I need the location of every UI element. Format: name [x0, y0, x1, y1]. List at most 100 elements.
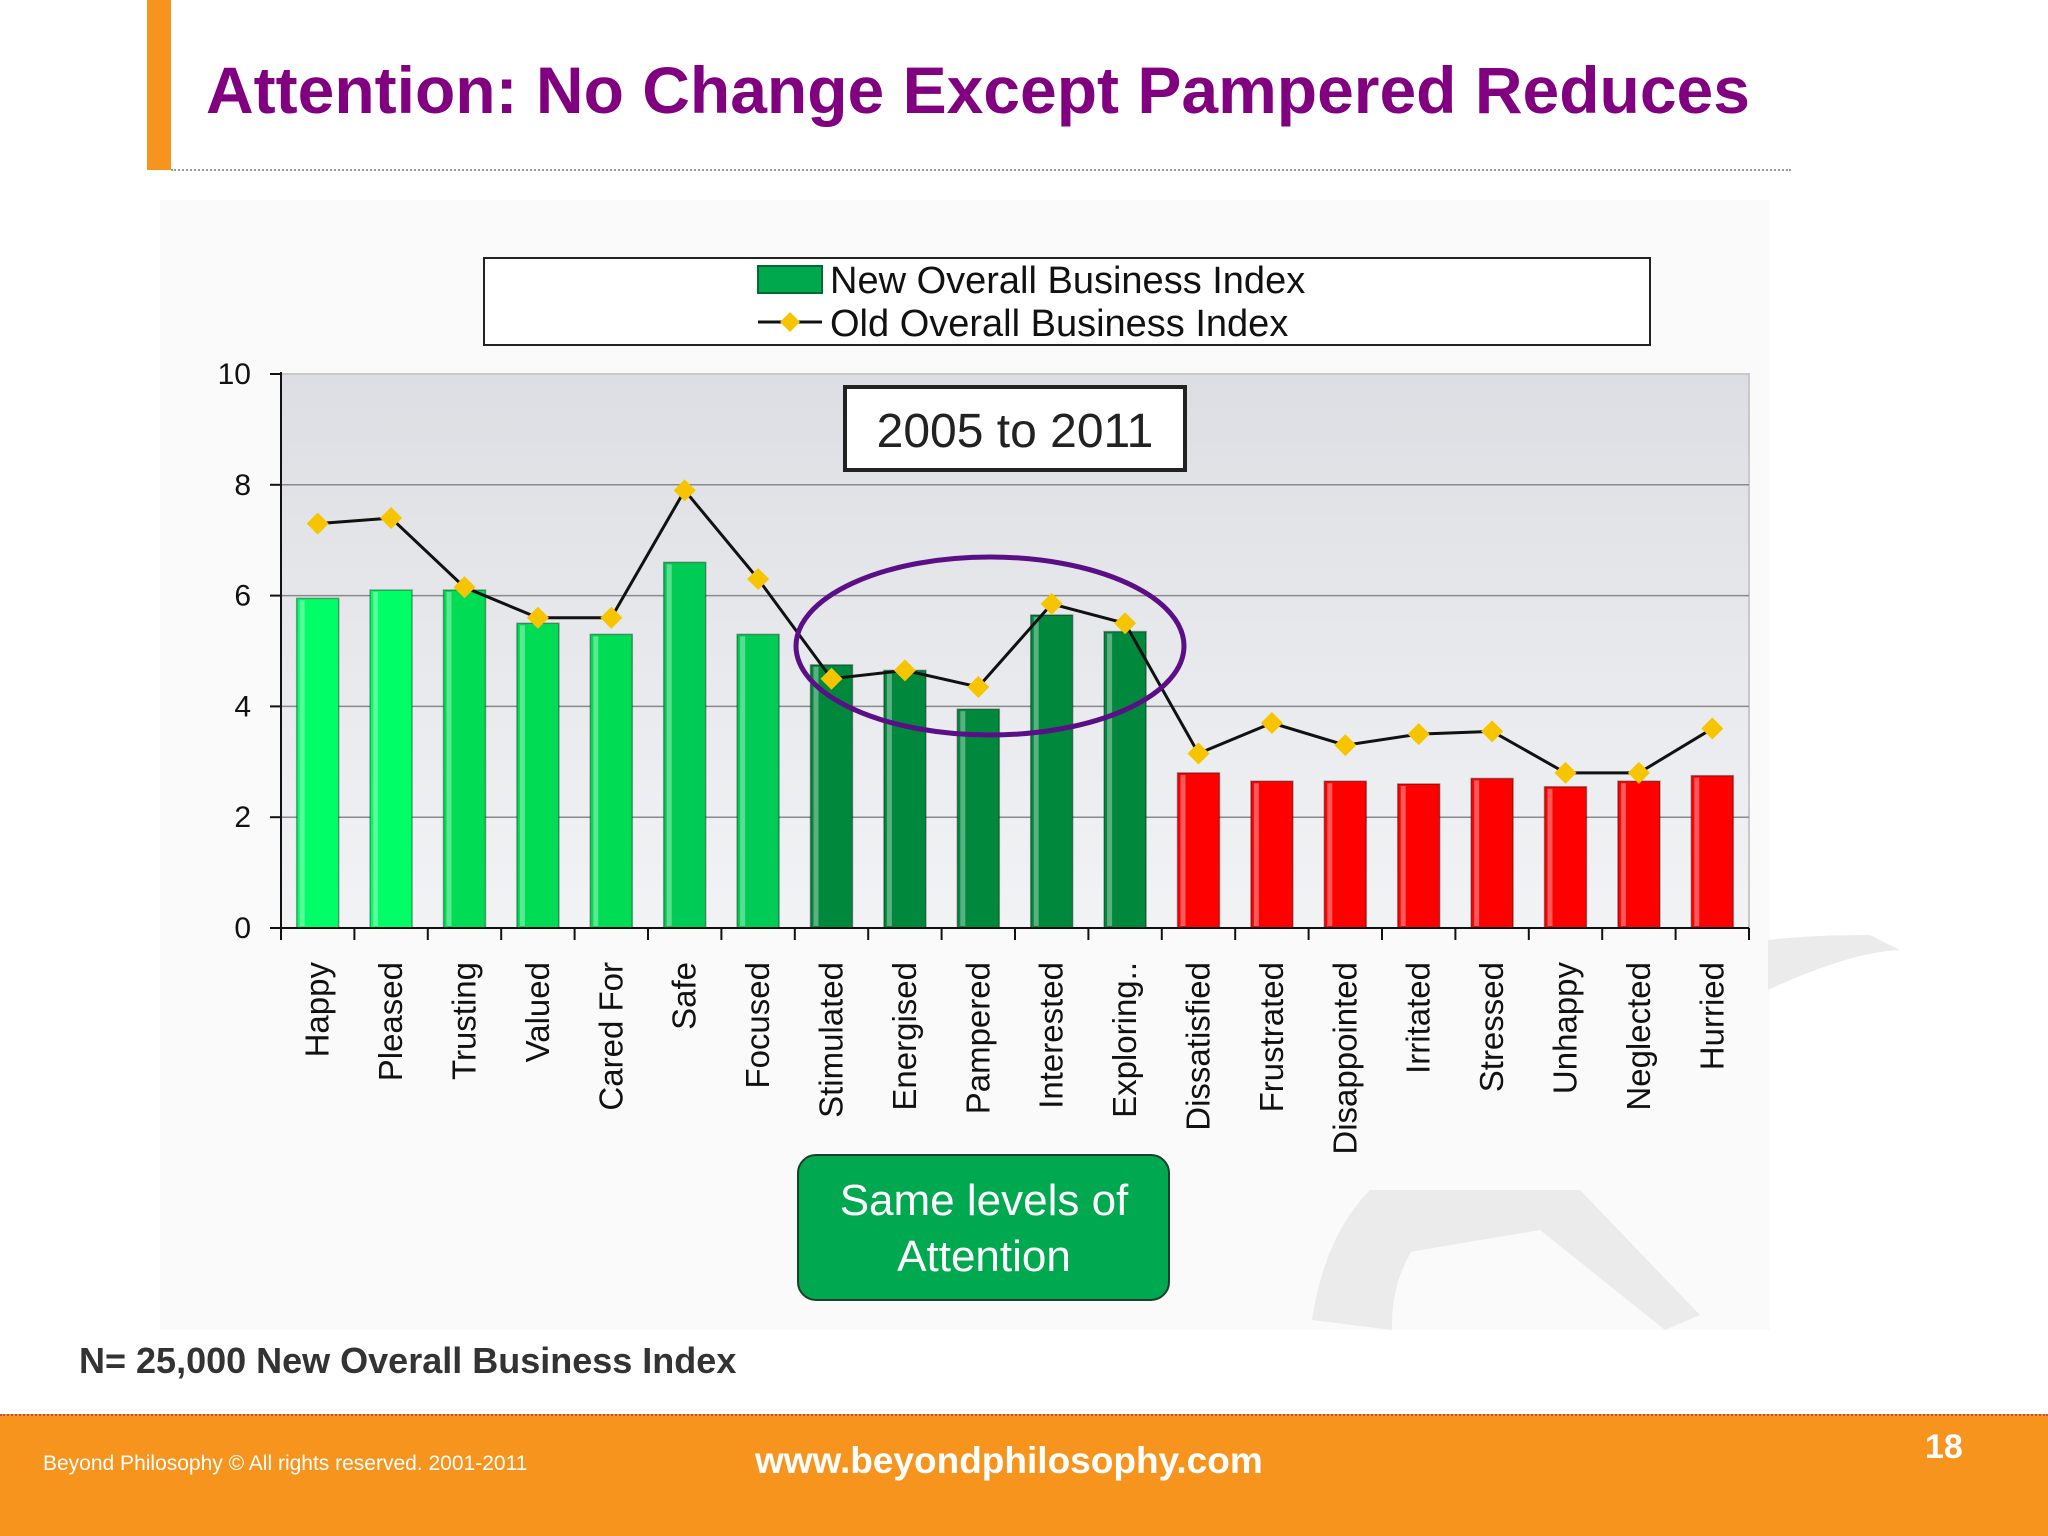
legend-swatch-new	[757, 265, 823, 294]
bar-highlight	[666, 564, 672, 926]
legend-swatch-old-marker	[780, 312, 800, 332]
bar-highlight	[299, 600, 305, 926]
bar-highlight	[446, 592, 452, 926]
old-index-marker	[893, 659, 916, 682]
old-index-marker	[1407, 723, 1430, 746]
x-tick-label: Pleased	[372, 962, 409, 1081]
old-index-marker	[747, 567, 770, 590]
bar-frustrated	[1250, 780, 1294, 929]
old-index-marker	[967, 676, 990, 699]
old-index-marker	[1481, 720, 1504, 743]
bar-highlight	[373, 592, 379, 926]
bar-highlight	[886, 672, 892, 926]
old-index-marker	[1114, 612, 1137, 635]
bar-highlight	[1107, 633, 1113, 926]
bar-hurried	[1690, 774, 1735, 929]
y-tick-label: 6	[234, 580, 251, 613]
bar-highlight	[1033, 616, 1039, 926]
bar-highlight	[1474, 780, 1480, 926]
callout-text-line-2: Attention	[897, 1232, 1071, 1281]
x-tick-label: Unhappy	[1547, 962, 1584, 1095]
bar-highlight	[1253, 783, 1259, 926]
bar-stressed	[1470, 777, 1514, 929]
x-tick-label: Dissatisfied	[1180, 962, 1217, 1131]
legend-label-old: Old Overall Business Index	[830, 303, 1288, 345]
x-tick-label: Stimulated	[813, 962, 850, 1118]
legend: New Overall Business Index Old Overall B…	[483, 257, 1651, 346]
x-tick-label: Stressed	[1473, 962, 1510, 1092]
x-tick-label: Neglected	[1620, 962, 1657, 1111]
period-label: 2005 to 2011	[877, 405, 1154, 458]
y-tick-label: 0	[234, 912, 251, 945]
copyright-text: Beyond Philosophy © All rights reserved.…	[43, 1452, 528, 1475]
bar-line-chart: 0 2 4 6 8 10 Happy Pleased Trusting Valued Cared F…	[218, 257, 1750, 1301]
old-index-marker	[306, 512, 329, 535]
y-tick-label: 2	[234, 801, 251, 834]
x-tick-label: Frustrated	[1253, 962, 1290, 1112]
x-tick-label: Hurried	[1693, 962, 1730, 1070]
old-index-marker	[1627, 761, 1650, 784]
bar-highlight	[1180, 774, 1186, 926]
x-tick-label: Cared For	[592, 962, 629, 1111]
x-tick-label: Happy	[299, 962, 336, 1058]
bar-disappointed	[1323, 780, 1368, 929]
bar-energised	[883, 669, 927, 929]
bar-pampered	[956, 708, 1001, 929]
website-link[interactable]: www.beyondphilosophy.com	[755, 1440, 1263, 1481]
bar-highlight	[813, 666, 819, 926]
x-tick-label: Interested	[1033, 962, 1070, 1109]
old-index-marker	[1334, 734, 1357, 757]
bar-stimulated	[809, 664, 854, 929]
x-tick-label: Irritated	[1400, 962, 1437, 1074]
bar-highlight	[1400, 785, 1406, 926]
old-index-marker	[600, 606, 623, 629]
bar-highlight	[740, 636, 746, 926]
bar-highlight	[1327, 783, 1333, 926]
bar-highlight	[1694, 777, 1700, 926]
x-tick-label: Focused	[739, 962, 776, 1089]
old-index-marker	[1554, 761, 1577, 784]
old-index-marker	[526, 606, 549, 629]
x-tick-label: Valued	[519, 962, 556, 1062]
period-label-box: 2005 to 2011	[843, 385, 1187, 472]
y-tick-label: 4	[234, 690, 251, 723]
bar-highlight	[593, 636, 599, 926]
old-index-marker	[1040, 592, 1063, 615]
y-tick-label: 10	[218, 358, 251, 391]
callout-box: Same levels of Attention	[797, 1154, 1170, 1301]
bar-highlight	[1620, 783, 1626, 926]
old-index-line	[317, 487, 1714, 775]
old-index-marker	[453, 576, 476, 599]
bar-highlight	[1547, 788, 1553, 926]
bar-highlight	[519, 625, 525, 926]
logo-watermark	[1312, 935, 1900, 1330]
x-tick-label: Disappointed	[1326, 962, 1363, 1155]
old-index-marker	[1260, 712, 1283, 735]
sample-size-note: N= 25,000 New Overall Business Index	[79, 1340, 737, 1381]
x-tick-label: Pampered	[959, 962, 996, 1114]
bar-cared-for	[589, 633, 634, 929]
bar-irritated	[1396, 783, 1441, 929]
x-tick-label: Energised	[886, 962, 923, 1111]
old-index-marker	[1701, 717, 1724, 740]
x-tick-label: Trusting	[446, 962, 483, 1080]
y-tick-label: 8	[234, 469, 251, 502]
bar-safe	[662, 561, 707, 929]
title-accent-bar	[147, 0, 171, 170]
bar-highlight	[960, 711, 966, 926]
footer-bar	[0, 1414, 2048, 1536]
old-index-marker	[1187, 742, 1210, 765]
legend-label-new: New Overall Business Index	[830, 260, 1305, 302]
x-tick-label: Safe	[666, 962, 703, 1030]
callout-text-line-1: Same levels of	[840, 1176, 1129, 1225]
old-index-marker	[673, 479, 696, 502]
highlight-circle	[793, 554, 1187, 738]
bar-unhappy	[1543, 785, 1588, 929]
footer-divider	[0, 1414, 2048, 1416]
old-index-marker	[820, 667, 843, 690]
old-index-marker	[380, 507, 403, 530]
x-tick-label: Exploring..	[1106, 962, 1143, 1118]
page-number: 18	[1925, 1428, 1963, 1466]
bar-focused	[736, 633, 780, 929]
slide-title: Attention: No Change Except Pampered Red…	[206, 53, 1750, 127]
